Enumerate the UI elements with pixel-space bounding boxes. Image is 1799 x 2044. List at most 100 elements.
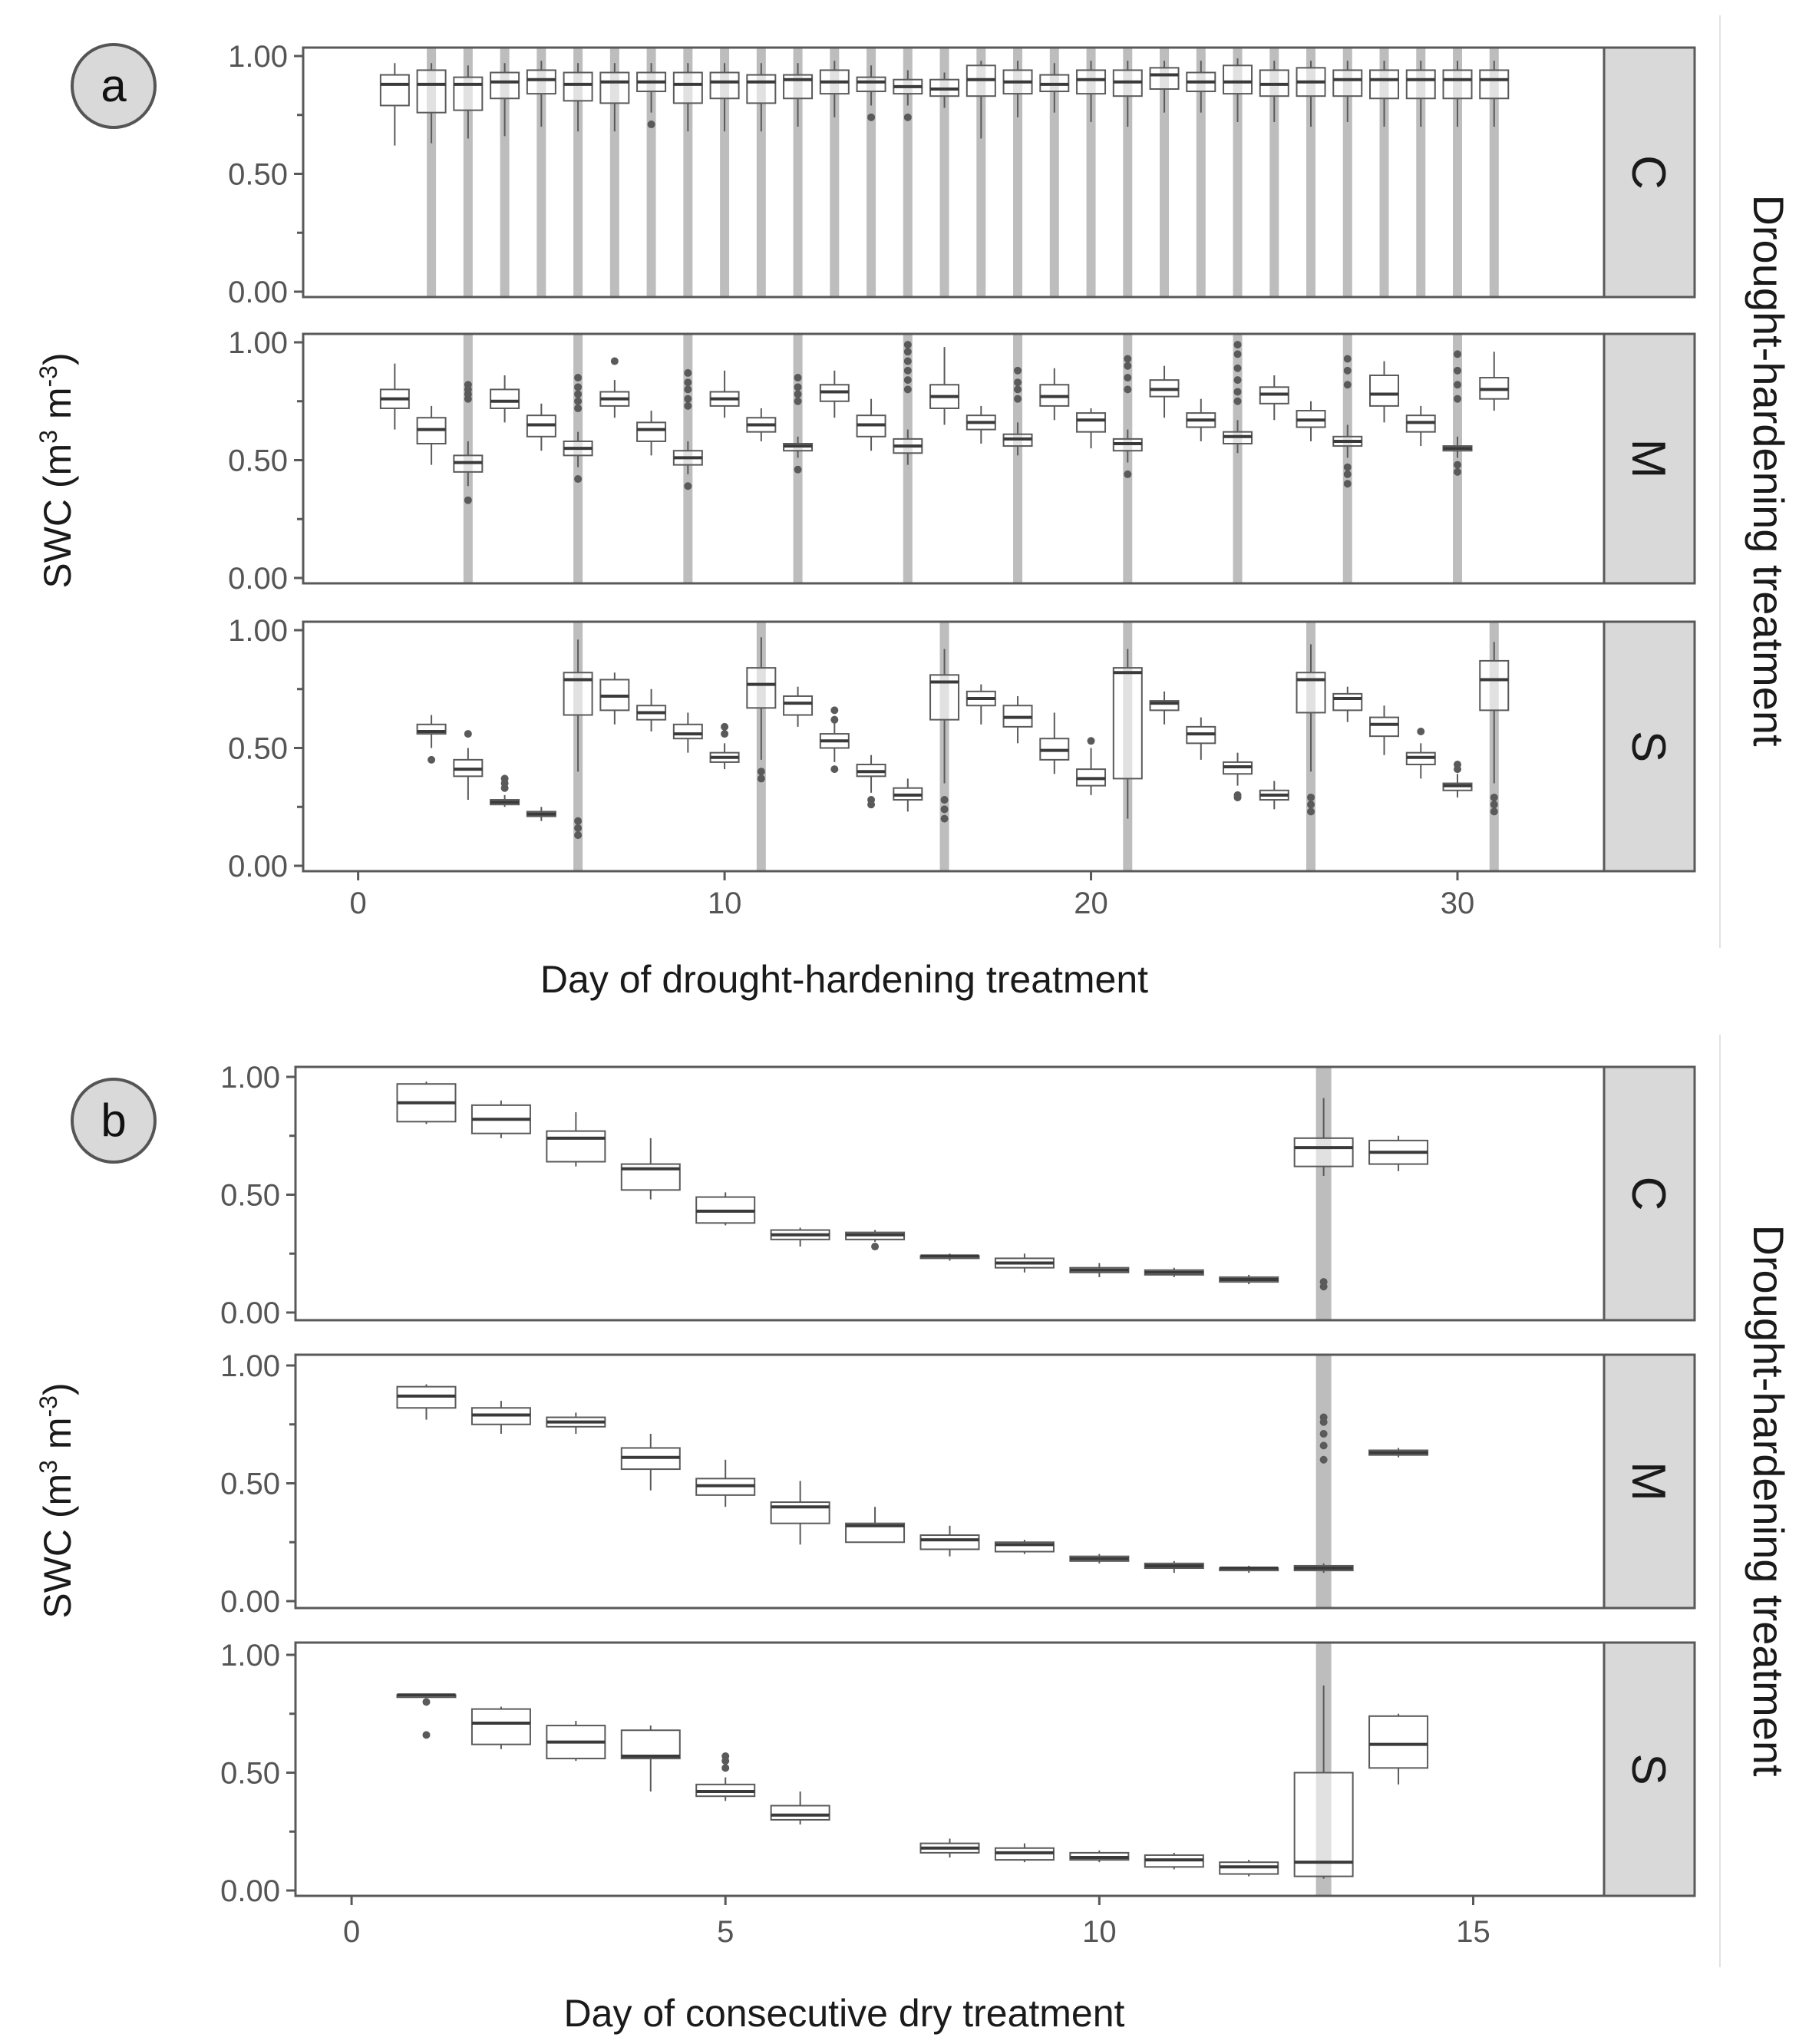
box-a-c-day6 xyxy=(563,63,593,132)
outlier-point-5 xyxy=(903,341,912,349)
box-b-c-day12 xyxy=(1219,1274,1279,1285)
box-iqr xyxy=(470,1708,531,1745)
outlier-point-1 xyxy=(1319,1441,1328,1450)
box-a-c-day21 xyxy=(1112,61,1143,127)
box-a-m-day30 xyxy=(1442,350,1473,476)
box-b-s-day1 xyxy=(396,1693,457,1739)
outlier-point-3 xyxy=(903,357,912,365)
box-iqr xyxy=(1149,67,1180,90)
outlier-point-1 xyxy=(794,397,802,405)
box-a-s-day31 xyxy=(1479,642,1510,816)
box-iqr xyxy=(1112,667,1143,780)
box-b-c-day10 xyxy=(1069,1263,1130,1277)
box-a-m-day12 xyxy=(783,374,814,474)
outlier-point-4 xyxy=(1319,1413,1328,1422)
y-axis-label-b: SWC (m3 m-3) xyxy=(35,1382,79,1618)
watering-band-a-c-day23 xyxy=(1196,48,1206,297)
y-tick-label: 0.50 xyxy=(228,732,288,766)
box-b-c-day5 xyxy=(695,1192,756,1226)
box-iqr xyxy=(1293,1772,1354,1877)
x-tick-label: 0 xyxy=(349,887,366,920)
box-a-c-day26 xyxy=(1296,61,1326,127)
outlier-point-0 xyxy=(1454,467,1462,476)
box-a-m-day23 xyxy=(1186,398,1216,441)
box-b-m-day13 xyxy=(1293,1413,1354,1573)
x-axis-a: 0 10 20 30 xyxy=(349,871,1474,920)
box-b-m-day6 xyxy=(770,1481,830,1545)
outlier-point-3 xyxy=(1454,381,1462,389)
strip-b-m xyxy=(1603,1353,1696,1610)
box-a-c-day1 xyxy=(379,63,410,146)
watering-band-a-c-day22 xyxy=(1160,48,1170,297)
outlier-point-0 xyxy=(721,1764,730,1772)
watering-band-a-c-day18 xyxy=(1013,48,1023,297)
box-b-s-day8 xyxy=(919,1838,980,1858)
y-tick-label: 1.00 xyxy=(220,1349,280,1383)
outlier-point-2 xyxy=(1233,376,1242,385)
outlier-point-0 xyxy=(422,1731,431,1739)
x-tick-label: 10 xyxy=(1082,1915,1117,1949)
box-b-m-day11 xyxy=(1144,1560,1204,1573)
box-b-c-day7 xyxy=(845,1230,906,1251)
panel-label-a-text: a xyxy=(101,60,127,111)
outlier-point-0 xyxy=(1307,807,1315,816)
box-a-s-day24 xyxy=(1223,752,1253,801)
box-iqr xyxy=(1332,69,1363,97)
box-a-c-day9 xyxy=(672,63,703,132)
outlier-point-2 xyxy=(500,774,509,783)
box-b-s-day12 xyxy=(1219,1860,1279,1877)
outlier-point-1 xyxy=(867,796,876,804)
box-a-s-day15 xyxy=(893,778,923,812)
outlier-point-5 xyxy=(1233,341,1242,349)
box-a-s-day21 xyxy=(1112,649,1143,819)
box-a-c-day25 xyxy=(1259,61,1289,122)
box-iqr xyxy=(709,71,740,100)
box-iqr xyxy=(1405,69,1436,100)
box-a-m-day20 xyxy=(1076,408,1107,449)
box-a-m-day26 xyxy=(1296,401,1326,441)
watering-band-a-c-day5 xyxy=(536,48,546,297)
outlier-point-2 xyxy=(830,706,839,715)
figure-a: a C 0.00 0.50 1.00 M 0.00 0.50 1.00 S 0.00 0.50 1… xyxy=(35,15,1793,1001)
box-a-c-day8 xyxy=(636,63,667,129)
y-tick-label: 0.00 xyxy=(220,1874,280,1908)
box-b-m-day3 xyxy=(546,1412,606,1435)
box-iqr xyxy=(672,71,703,104)
box-a-c-day5 xyxy=(526,61,556,127)
outlier-point-0 xyxy=(684,482,692,490)
panel-label-b: b xyxy=(71,1078,157,1164)
box-iqr xyxy=(856,76,886,93)
outlier-point-1 xyxy=(940,805,949,814)
box-a-s-day25 xyxy=(1259,781,1289,810)
box-b-s-day4 xyxy=(620,1725,681,1792)
strip-label-b-c: C xyxy=(1622,1177,1675,1211)
box-b-c-day14 xyxy=(1368,1135,1429,1171)
outlier-point-4 xyxy=(1124,355,1132,363)
box-iqr xyxy=(672,723,703,740)
box-b-c-day1 xyxy=(396,1081,457,1124)
outlier-point-4 xyxy=(1343,366,1352,375)
outlier-point-0 xyxy=(427,755,436,764)
outlier-point-2 xyxy=(684,395,692,403)
box-b-m-day14 xyxy=(1368,1448,1429,1458)
outlier-point-2 xyxy=(1490,793,1498,801)
strip-label-a-m: M xyxy=(1622,439,1675,479)
x-tick-label: 10 xyxy=(708,887,742,920)
box-a-m-day11 xyxy=(746,408,777,441)
outlier-point-1 xyxy=(1307,801,1315,809)
box-a-c-day30 xyxy=(1442,61,1473,127)
box-iqr xyxy=(599,71,630,104)
outlier-point-0 xyxy=(871,1243,880,1251)
box-b-s-day14 xyxy=(1368,1713,1429,1785)
outlier-point-1 xyxy=(1454,760,1462,768)
watering-band-a-c-day27 xyxy=(1342,48,1352,297)
box-a-c-day31 xyxy=(1479,61,1510,127)
box-iqr xyxy=(1076,412,1107,433)
box-a-m-day6 xyxy=(563,374,593,484)
box-a-s-day13 xyxy=(819,706,850,774)
box-a-s-day7 xyxy=(599,672,630,725)
outlier-point-5 xyxy=(684,368,692,377)
strip-b-c xyxy=(1603,1065,1696,1322)
outlier-point-0 xyxy=(940,814,949,823)
outlier-point-3 xyxy=(574,390,583,398)
